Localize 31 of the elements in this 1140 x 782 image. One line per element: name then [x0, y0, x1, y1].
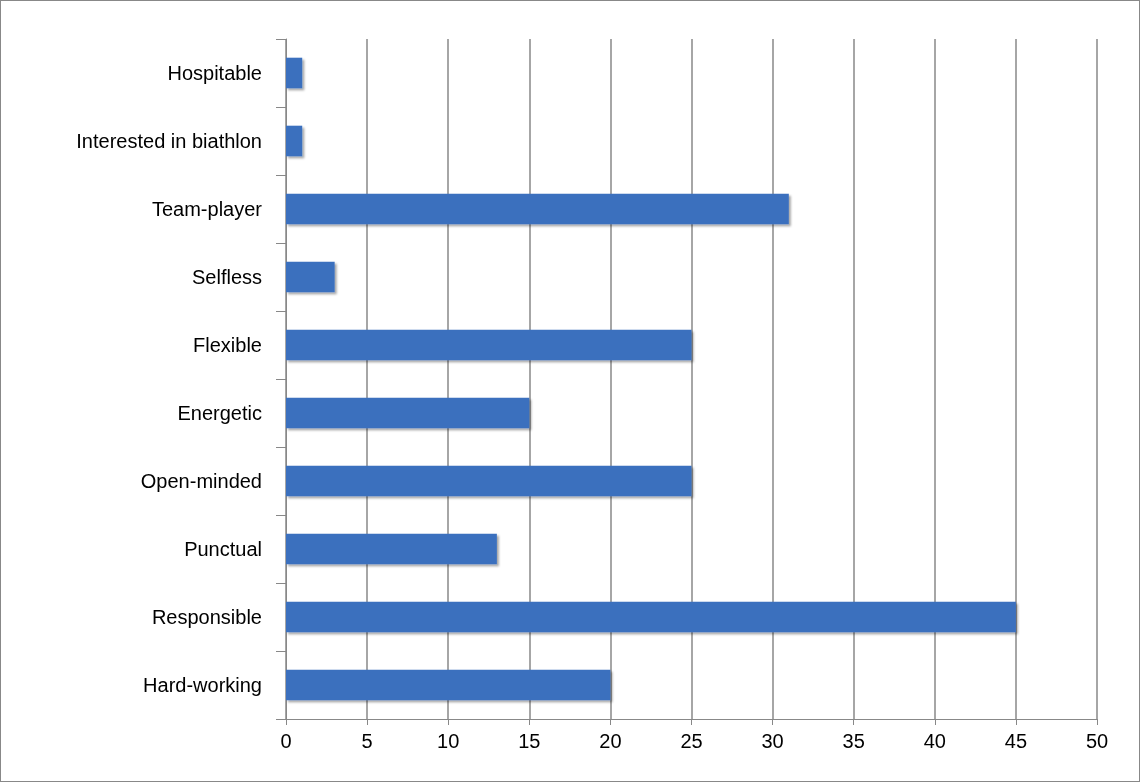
- bar: [286, 193, 789, 225]
- x-tick-label: 15: [518, 730, 541, 752]
- x-tick-label: 5: [361, 730, 373, 752]
- bar: [286, 533, 497, 565]
- y-tick-label: Team-player: [151, 198, 263, 220]
- x-tick-label: 0: [280, 730, 292, 752]
- bar: [286, 465, 692, 497]
- x-tick-label: 40: [923, 730, 946, 752]
- bar: [286, 601, 1016, 633]
- y-tick-label: Interested in biathlon: [76, 130, 262, 152]
- x-tick-label: 35: [842, 730, 865, 752]
- bar: [286, 669, 611, 701]
- y-tick-label: Selfless: [191, 266, 262, 288]
- bar: [286, 397, 530, 429]
- y-tick-label: Hard-working: [143, 674, 262, 696]
- y-tick-label: Punctual: [184, 538, 262, 560]
- x-tick-label: 30: [761, 730, 784, 752]
- x-tick-label: 20: [599, 730, 622, 752]
- y-tick-label: Responsible: [151, 606, 262, 628]
- x-tick-label: 25: [680, 730, 703, 752]
- y-tick-label: Flexible: [193, 334, 262, 356]
- bar: [286, 57, 303, 89]
- bar: [286, 261, 335, 293]
- y-tick-label: Energetic: [177, 402, 262, 424]
- x-tick-label: 45: [1004, 730, 1028, 752]
- bar: [286, 125, 303, 157]
- y-tick-label: Open-minded: [140, 470, 262, 492]
- y-tick-label: Hospitable: [167, 62, 262, 84]
- x-tick-label: 10: [437, 730, 460, 752]
- bar: [286, 329, 692, 361]
- x-tick-label: 50: [1085, 730, 1109, 752]
